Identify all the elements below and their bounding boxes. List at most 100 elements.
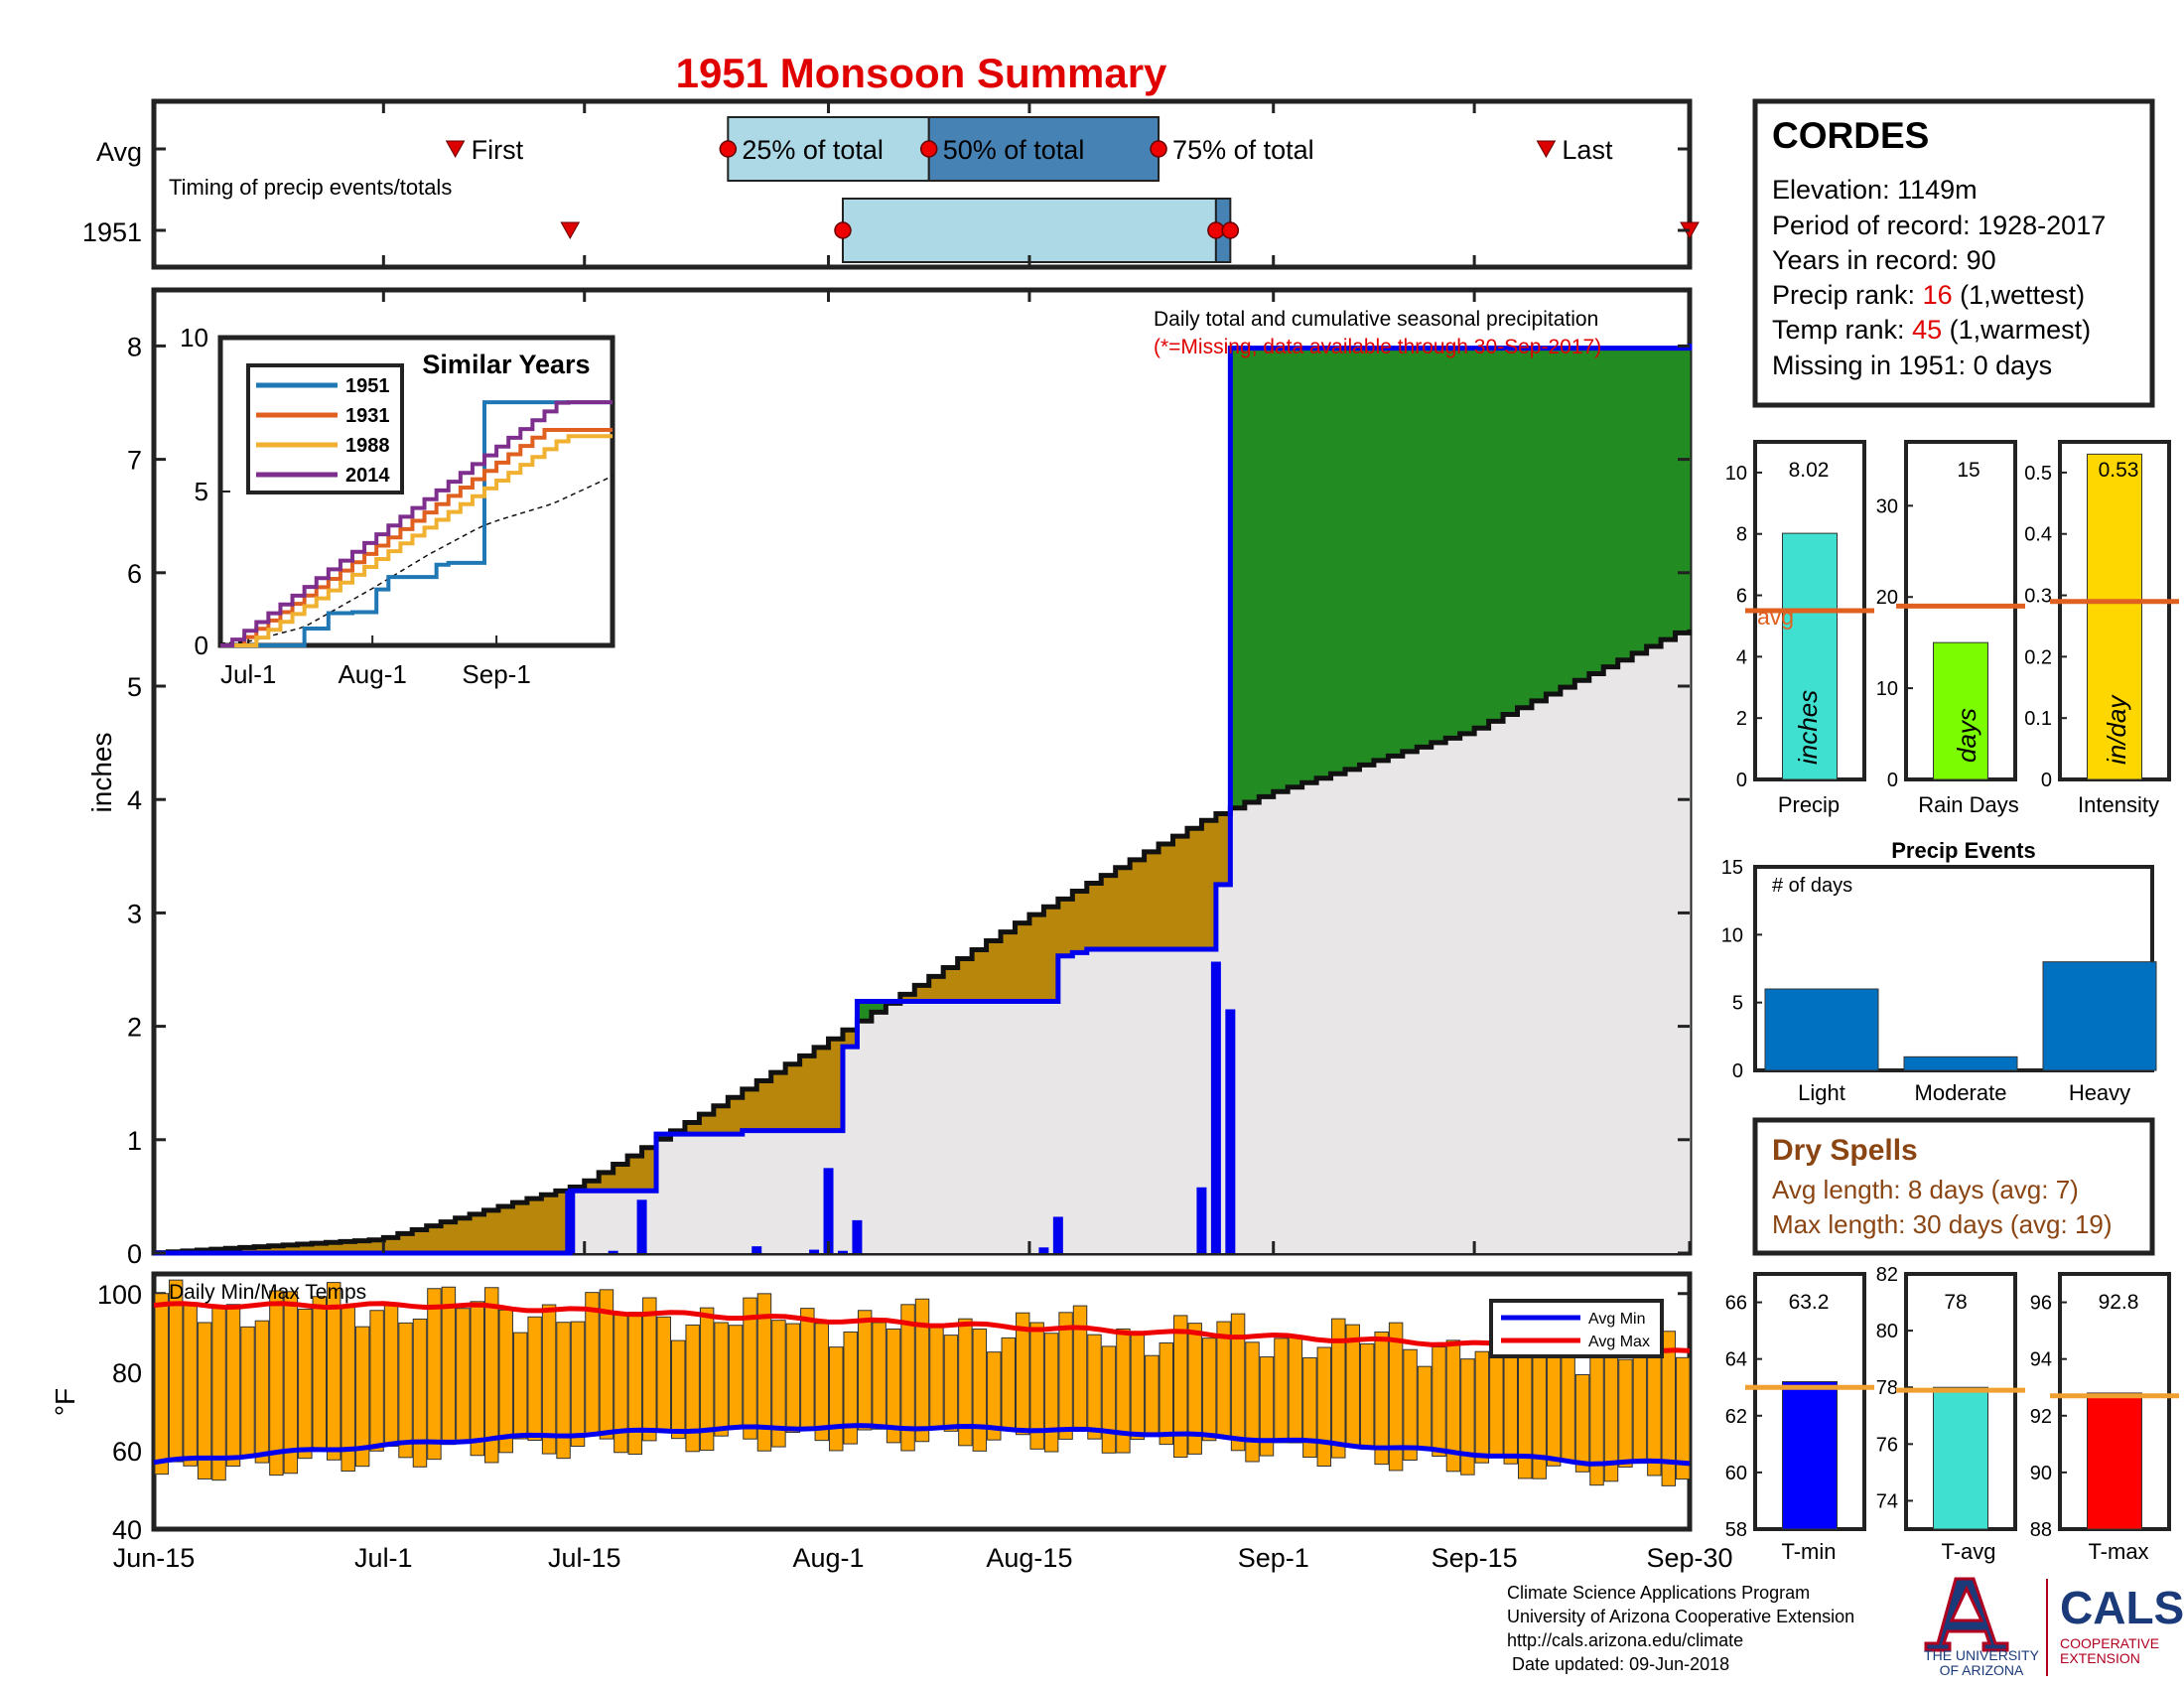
below-average-fill	[1028, 914, 1044, 1002]
precip-base-fill	[1617, 659, 1633, 1253]
daily-temp-bar	[1274, 1337, 1289, 1444]
station-precip-rank: Precip rank: 16 (1,wettest)	[1772, 280, 2085, 310]
intensity-unit: in/day	[2102, 694, 2131, 765]
precip-base-fill	[1301, 782, 1317, 1253]
events-bar-moderate	[1903, 1055, 2018, 1071]
below-average-fill	[842, 1030, 858, 1048]
precip-base-fill	[1144, 948, 1160, 1253]
below-average-fill	[684, 1122, 700, 1135]
inset-legend-label: 1951	[345, 375, 390, 397]
intensity-panel-tick-label: 0.5	[2024, 463, 2052, 485]
below-average-fill	[1201, 820, 1217, 949]
daily-temp-bar	[886, 1328, 901, 1444]
daily-temp-bar	[1661, 1331, 1677, 1486]
precip-events-title: Precip Events	[1891, 838, 2036, 863]
tavg-panel-tick-label: 80	[1876, 1321, 1898, 1342]
precip-base-fill	[728, 1134, 744, 1253]
below-average-fill	[1144, 851, 1160, 949]
below-average-fill	[426, 1225, 442, 1253]
precip-base-fill	[1675, 633, 1691, 1253]
y-tick-label: 2	[127, 1013, 142, 1043]
precip-base-fill	[1345, 769, 1360, 1253]
below-average-fill	[326, 1242, 341, 1253]
precip-base-fill	[1101, 948, 1117, 1253]
daily-precip-bar	[852, 1219, 863, 1253]
x-tick-label: Sep-30	[1646, 1543, 1732, 1573]
daily-temp-bar	[785, 1323, 801, 1434]
daily-temp-bar	[498, 1309, 513, 1454]
footer-line2: University of Arizona Cooperative Extens…	[1507, 1607, 1854, 1626]
rain-days-label: Rain Days	[1918, 792, 2018, 817]
daily-temp-bar	[441, 1286, 457, 1446]
timing-first-last-marker	[445, 140, 466, 159]
below-average-fill	[1186, 828, 1202, 949]
precip-base-fill	[742, 1130, 757, 1253]
tavg-panel-tick-label: 78	[1876, 1377, 1898, 1399]
daily-temp-bar	[1460, 1358, 1475, 1476]
precip-base-fill	[799, 1130, 815, 1253]
daily-precip-bar	[823, 1168, 834, 1253]
timing-row-avg: Avg	[96, 137, 142, 167]
precip-base-fill	[1172, 948, 1188, 1253]
precip-base-fill	[1057, 955, 1073, 1253]
daily-temp-bar	[1001, 1336, 1016, 1430]
above-average-fill	[1474, 348, 1490, 729]
below-average-fill	[756, 1080, 772, 1131]
daily-temp-bar	[756, 1293, 772, 1452]
daily-temp-bar	[1087, 1334, 1102, 1440]
x-tick-label: Jun-15	[113, 1543, 196, 1573]
dry-spells-avg: Avg length: 8 days (avg: 7)	[1772, 1175, 2079, 1204]
daily-temp-bar	[1359, 1342, 1375, 1450]
above-average-fill	[1546, 348, 1562, 694]
y-tick-label: 8	[127, 332, 142, 361]
inset-x-tick-label: Sep-1	[462, 659, 530, 689]
above-average-fill	[1288, 348, 1303, 787]
station-temp-rank: Temp rank: 45 (1,warmest)	[1772, 315, 2091, 345]
daily-temp-bar	[699, 1307, 715, 1452]
precip-base-fill	[1417, 747, 1433, 1253]
below-average-fill	[613, 1164, 628, 1192]
timing-percentile-marker	[834, 221, 852, 239]
above-average-fill	[1230, 348, 1246, 808]
below-average-fill	[354, 1240, 370, 1253]
below-average-fill	[742, 1088, 757, 1131]
daily-temp-bar	[829, 1346, 844, 1452]
tavg-value: 78	[1944, 1291, 1967, 1314]
daily-temp-bar	[1116, 1328, 1131, 1454]
daily-temp-bar	[1331, 1318, 1346, 1459]
below-average-fill	[1015, 922, 1030, 1002]
precip-base-fill	[1086, 948, 1102, 1253]
daily-temp-bar	[341, 1306, 355, 1473]
below-average-fill	[1057, 899, 1073, 956]
daily-temp-bar	[1316, 1346, 1332, 1467]
inset-y-tick-label: 0	[195, 631, 208, 660]
inset-title: Similar Years	[422, 350, 590, 379]
inset-legend-label: 1931	[345, 405, 390, 427]
timing-percentile-marker	[1207, 221, 1225, 239]
above-average-fill	[1560, 348, 1575, 688]
below-average-fill	[1101, 875, 1117, 949]
precip-base-fill	[1445, 738, 1461, 1253]
precip-panel-tick-label: 10	[1725, 463, 1747, 485]
daily-temp-bar	[771, 1320, 786, 1448]
daily-temp-bar	[1288, 1336, 1303, 1444]
daily-temp-bar	[642, 1297, 657, 1442]
below-average-fill	[1215, 813, 1231, 885]
above-average-fill	[1488, 348, 1504, 722]
intensity-value: 0.53	[2099, 459, 2139, 482]
daily-temp-bar	[183, 1304, 198, 1467]
below-average-fill	[268, 1245, 284, 1253]
precip-base-fill	[1402, 751, 1418, 1253]
rain-days-value: 15	[1957, 459, 1979, 482]
daily-precip-bar	[1052, 1216, 1063, 1253]
y-tick-label: 7	[127, 446, 142, 476]
below-average-fill	[526, 1198, 542, 1253]
daily-temp-bar	[728, 1325, 744, 1430]
tavg-panel-tick-label: 74	[1876, 1490, 1898, 1512]
below-average-fill	[254, 1246, 270, 1253]
events-tick-label: 0	[1732, 1060, 1743, 1082]
precip-panel-tick-label: 4	[1736, 646, 1747, 668]
timing-panel: Avg 1951 Timing of precip events/totals …	[82, 98, 1700, 270]
daily-temp-bar	[900, 1304, 915, 1452]
